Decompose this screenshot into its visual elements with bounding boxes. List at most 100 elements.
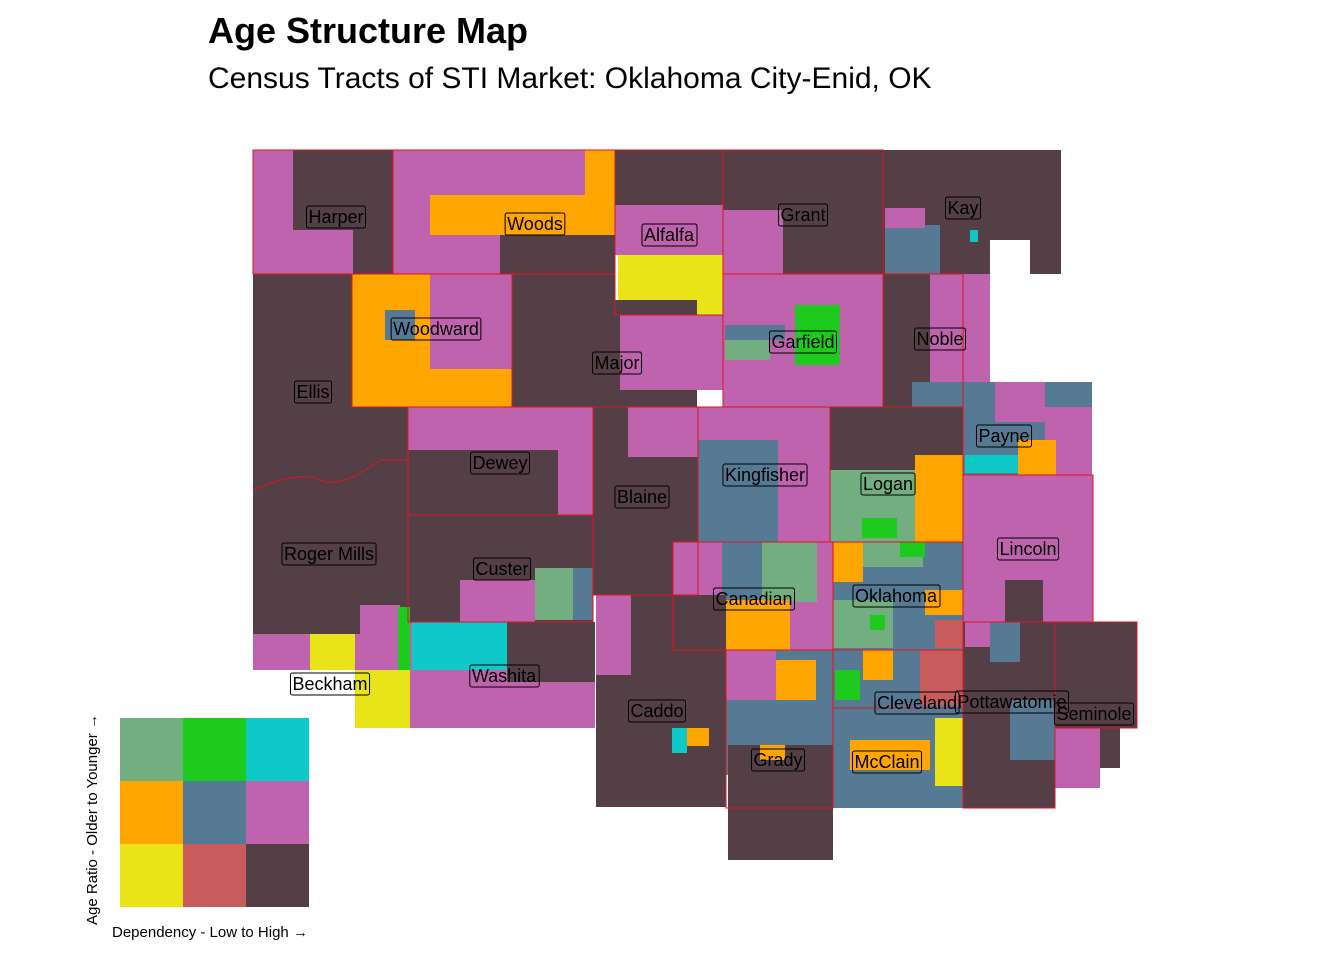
county-label-woodward: Woodward [393,319,479,339]
region-grady-tract3 [728,745,833,860]
region-harper-tract [253,150,293,274]
region-woods-tract3 [500,235,615,300]
county-label-box [472,557,532,581]
county-label-kingfisher: Kingfisher [725,465,805,485]
region-beckham-tract [310,634,355,670]
county-label-box [777,203,829,227]
region-beckham-tract3 [360,605,400,670]
legend-cell-c13 [120,844,183,907]
region-kay-tract [885,225,940,274]
county-label-noble: Noble [916,329,963,349]
region-payne-tract4 [1018,440,1056,475]
county-borders [252,149,1138,809]
county-fills [253,150,1137,860]
county-label-box [641,223,698,247]
region-canadian-tract2 [762,542,817,602]
county-label-box [874,691,960,715]
county-label-oklahoma: Oklahoma [855,586,938,606]
region-washita-tract [412,622,507,670]
county-label-box [614,485,670,509]
county-label-mcclain: McClain [854,752,919,772]
county-label-dewey: Dewey [472,453,527,473]
county-label-garfield: Garfield [771,332,834,352]
county-label-ellis: Ellis [296,382,329,402]
legend-x-label: Dependency - Low to High → [112,924,308,941]
legend-cell-c11 [120,718,183,781]
county-label-box [712,587,796,611]
region-caddo-tract [596,595,631,675]
county-label-caddo: Caddo [630,701,683,721]
bivariate-legend [120,718,309,907]
county-label-cleveland: Cleveland [877,693,957,713]
county-label-grady: Grady [753,750,802,770]
region-noble-tract [930,274,990,384]
county-label-canadian: Canadian [715,589,792,609]
county-label-box [293,380,333,404]
county-label-box [975,424,1033,448]
region-grant-tract [723,210,783,274]
region-garfield-tract [795,305,840,365]
region-payne-tract3 [965,455,1020,473]
region-caddo-tract3 [687,728,709,746]
region-payne-tract [995,382,1045,422]
region-harper-tract2 [293,230,353,274]
region-lincoln-tract [1005,580,1043,622]
county-label-woods: Woods [507,214,563,234]
region-oklahoma-tract3 [900,542,925,557]
region-oklahoma-tract6 [935,620,963,648]
region-beckham-tract4 [398,607,410,670]
region-custer-tract [460,580,535,622]
county-label-pottawatomie: Pottawatomie [957,692,1066,712]
legend-cell-c33 [246,844,309,907]
county-label-kay: Kay [947,198,978,218]
region-woodward-tract [430,274,512,369]
region-grady-tract [726,650,776,700]
county-label-custer: Custer [475,559,528,579]
region-mcclain-tract2 [935,718,963,786]
county-labels: Harper Woods Alfalfa Grant Kay Woodward Garfie… [281,196,1135,774]
region-custer-tract2 [535,568,573,620]
region-kingfisher-tract [698,440,778,542]
region-grady-tract2 [776,660,816,700]
region-woodward-tract2 [385,310,415,340]
region-garfield-tract3 [725,325,785,340]
county-label-grant: Grant [780,205,825,225]
county-label-alfalfa: Alfalfa [644,225,695,245]
region-kay-tract2 [885,208,925,228]
county-label-box [627,699,687,723]
map-subtitle: Census Tracts of STI Market: Oklahoma Ci… [208,62,932,95]
county-label-box [944,196,982,220]
region-oklahoma-tract7 [870,615,885,630]
county-label-box [591,351,643,375]
region-woods-tract2 [585,150,615,235]
region-cleveland-tract3 [835,670,860,700]
county-label-box [852,584,941,608]
region-caddo-tract2 [672,728,687,753]
county-label-box [469,664,540,688]
region-kay-notch [990,240,1030,274]
county-label-box [954,690,1070,714]
county-label-blaine: Blaine [617,487,667,507]
county-label-lincoln: Lincoln [999,539,1056,559]
region-garfield-tract2 [725,340,770,360]
county-label-box [913,327,967,351]
county-label-box [722,463,808,487]
region-canadian-tract3 [725,600,790,650]
county-label-seminole: Seminole [1056,704,1131,724]
county-label-box [768,330,838,354]
county-label-payne: Payne [978,426,1029,446]
map-title: Age Structure Map [208,10,529,51]
region-woods-tract [430,195,585,235]
region-pottawatomie-tract [990,622,1020,662]
county-label-beckham: Beckham [292,674,367,694]
legend-cell-c22 [183,781,246,844]
region-pottawatomie-tract3 [965,622,990,647]
region-pottawatomie-tract2 [1010,700,1055,760]
region-washita-tract2 [507,622,595,682]
region-custer-tract3 [573,568,593,620]
legend-cell-c21 [183,718,246,781]
legend-cell-c32 [246,781,309,844]
region-dewey-tract [408,450,558,515]
county-label-major: Major [594,353,639,373]
